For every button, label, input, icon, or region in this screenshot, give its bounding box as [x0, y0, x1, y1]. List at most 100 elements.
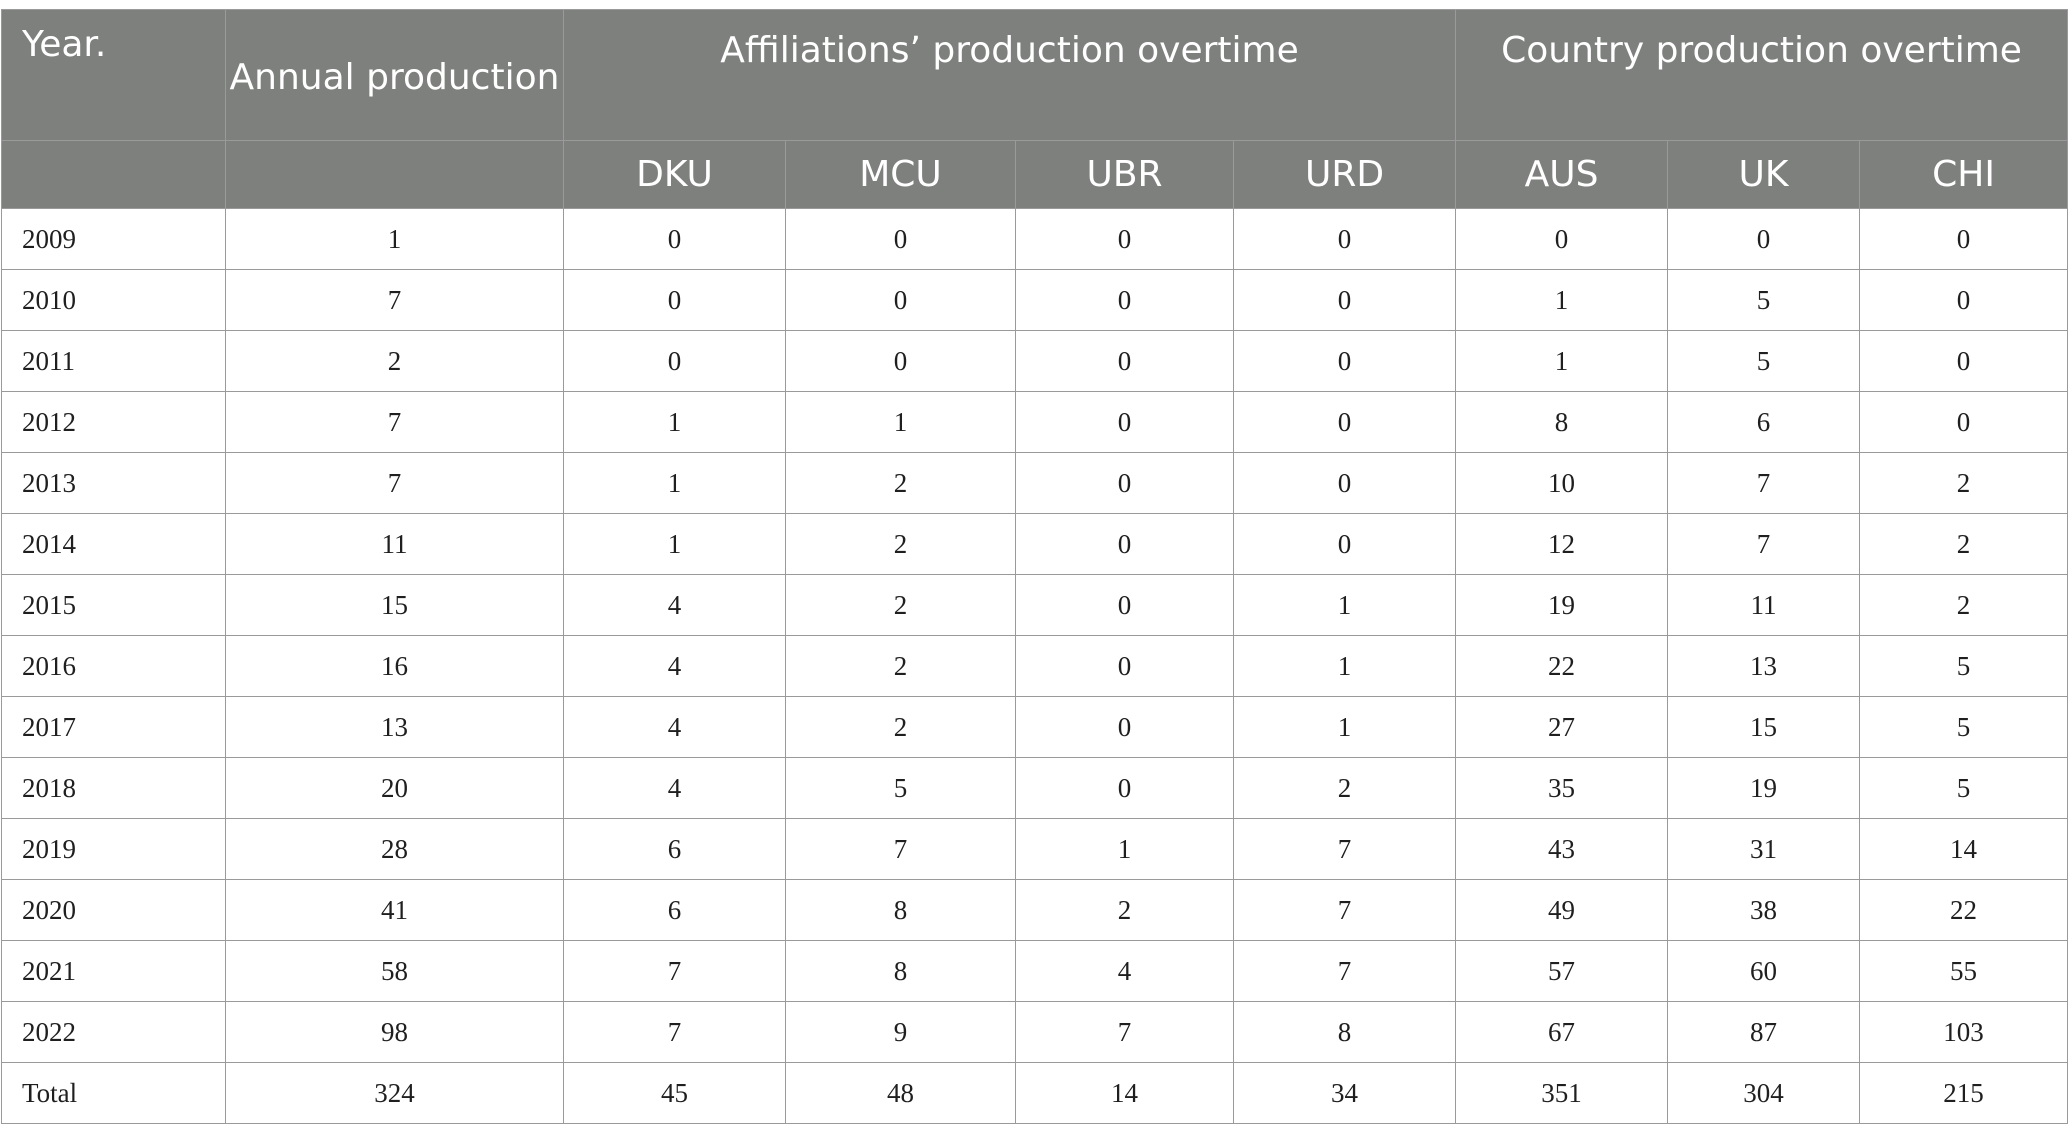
table-row: 2017 13 4 2 0 1 27 15 5: [1, 696, 2068, 758]
cell-aus: 43: [1455, 818, 1669, 880]
cell-ubr: 0: [1015, 513, 1234, 575]
cell-dku: 0: [563, 269, 786, 331]
cell-chi: 55: [1859, 940, 2068, 1002]
table-row: 2019 28 6 7 1 7 43 31 14: [1, 818, 2068, 880]
cell-uk: 5: [1667, 269, 1861, 331]
cell-uk: 6: [1667, 391, 1861, 453]
cell-aus: 8: [1455, 391, 1669, 453]
cell-year: 2012: [1, 391, 226, 453]
table-row-total: Total 324 45 48 14 34 351 304 215: [1, 1062, 2068, 1124]
cell-annual: 7: [225, 269, 564, 331]
production-table: Year. Annual production Affiliations’ pr…: [1, 9, 2068, 1124]
country-header-aus: AUS: [1455, 140, 1669, 209]
cell-ubr: 4: [1015, 940, 1234, 1002]
cell-mcu: 2: [785, 452, 1016, 514]
cell-uk: 87: [1667, 1001, 1861, 1063]
cell-ubr: 0: [1015, 635, 1234, 697]
cell-mcu: 7: [785, 818, 1016, 880]
cell-urd: 1: [1232, 635, 1457, 697]
cell-uk: 31: [1667, 818, 1861, 880]
cell-dku: 45: [563, 1062, 786, 1124]
table-row: 2013 7 1 2 0 0 10 7 2: [1, 452, 2068, 514]
cell-year: 2021: [1, 940, 226, 1002]
cell-uk: 7: [1667, 452, 1861, 514]
cell-dku: 6: [563, 818, 786, 880]
cell-annual: 2: [225, 330, 564, 392]
cell-aus: 27: [1455, 696, 1669, 758]
cell-urd: 8: [1232, 1001, 1457, 1063]
cell-chi: 14: [1859, 818, 2068, 880]
table-row: 2020 41 6 8 2 7 49 38 22: [1, 879, 2068, 941]
cell-aus: 19: [1455, 574, 1669, 636]
cell-aus: 10: [1455, 452, 1669, 514]
cell-chi: 5: [1859, 635, 2068, 697]
cell-uk: 5: [1667, 330, 1861, 392]
cell-ubr: 0: [1015, 269, 1234, 331]
year-column-header: Year.: [1, 9, 226, 141]
cell-dku: 4: [563, 635, 786, 697]
cell-aus: 12: [1455, 513, 1669, 575]
cell-year: 2022: [1, 1001, 226, 1063]
cell-urd: 0: [1232, 330, 1457, 392]
cell-mcu: 2: [785, 513, 1016, 575]
cell-year: 2019: [1, 818, 226, 880]
cell-ubr: 0: [1015, 330, 1234, 392]
cell-dku: 4: [563, 757, 786, 819]
cell-annual: 7: [225, 452, 564, 514]
annual-subheader-empty: [225, 140, 564, 209]
cell-chi: 0: [1859, 330, 2068, 392]
table-row: 2012 7 1 1 0 0 8 6 0: [1, 391, 2068, 453]
cell-year: 2015: [1, 574, 226, 636]
cell-uk: 7: [1667, 513, 1861, 575]
table-row: 2011 2 0 0 0 0 1 5 0: [1, 330, 2068, 392]
annual-production-header: Annual production: [225, 9, 564, 141]
cell-mcu: 1: [785, 391, 1016, 453]
cell-dku: 1: [563, 391, 786, 453]
cell-urd: 7: [1232, 940, 1457, 1002]
affiliations-group-header: Affiliations’ production overtime: [562, 9, 1457, 141]
header-row-groups: Year. Annual production Affiliations’ pr…: [1, 9, 2068, 141]
cell-ubr: 0: [1015, 391, 1234, 453]
cell-year: 2014: [1, 513, 226, 575]
cell-chi: 0: [1859, 269, 2068, 331]
cell-chi: 2: [1859, 452, 2068, 514]
cell-dku: 4: [563, 696, 786, 758]
table-body: 2009 1 0 0 0 0 0 0 0 2010 7 0 0 0 0 1 5 0 2011 2 0 0 0 0 1 5 0 2012…: [1, 208, 2068, 1124]
cell-annual: 20: [225, 757, 564, 819]
cell-chi: 0: [1859, 391, 2068, 453]
affiliation-header-urd: URD: [1232, 140, 1457, 209]
cell-uk: 38: [1667, 879, 1861, 941]
cell-uk: 13: [1667, 635, 1861, 697]
cell-urd: 34: [1232, 1062, 1457, 1124]
cell-annual: 11: [225, 513, 564, 575]
year-subheader-empty: [1, 140, 226, 209]
cell-year: 2020: [1, 879, 226, 941]
cell-dku: 6: [563, 879, 786, 941]
cell-uk: 60: [1667, 940, 1861, 1002]
country-header-uk: UK: [1667, 140, 1861, 209]
cell-aus: 1: [1455, 269, 1669, 331]
cell-annual: 13: [225, 696, 564, 758]
cell-urd: 0: [1232, 208, 1457, 270]
cell-urd: 2: [1232, 757, 1457, 819]
cell-year: 2018: [1, 757, 226, 819]
cell-aus: 0: [1455, 208, 1669, 270]
cell-year: 2011: [1, 330, 226, 392]
cell-ubr: 1: [1015, 818, 1234, 880]
country-group-header: Country production overtime: [1455, 9, 2068, 141]
cell-year: Total: [1, 1062, 226, 1124]
affiliation-header-ubr: UBR: [1015, 140, 1234, 209]
cell-uk: 304: [1667, 1062, 1861, 1124]
cell-mcu: 8: [785, 940, 1016, 1002]
cell-chi: 103: [1859, 1001, 2068, 1063]
cell-urd: 0: [1232, 269, 1457, 331]
cell-aus: 67: [1455, 1001, 1669, 1063]
cell-annual: 98: [225, 1001, 564, 1063]
cell-aus: 351: [1455, 1062, 1669, 1124]
cell-aus: 35: [1455, 757, 1669, 819]
cell-aus: 49: [1455, 879, 1669, 941]
table-row: 2018 20 4 5 0 2 35 19 5: [1, 757, 2068, 819]
cell-dku: 0: [563, 330, 786, 392]
cell-chi: 2: [1859, 513, 2068, 575]
